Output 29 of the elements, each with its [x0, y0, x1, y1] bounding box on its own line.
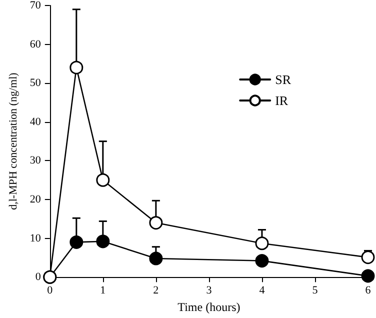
- y-tick-label: 40: [30, 116, 42, 128]
- x-tick-label: 5: [312, 284, 318, 297]
- y-tick-label: 60: [30, 38, 42, 50]
- x-tick-label: 1: [100, 284, 106, 297]
- legend-label: IR: [275, 93, 288, 108]
- x-tick-label: 3: [206, 284, 212, 297]
- point: [70, 235, 84, 249]
- x-tick-label: 6: [365, 284, 372, 297]
- legend-label: SR: [275, 72, 292, 87]
- point: [361, 250, 375, 264]
- x-tick-label: 0: [47, 284, 54, 297]
- y-axis-title: d,l-MPH concentration (ng/ml): [8, 72, 20, 210]
- point: [361, 269, 375, 283]
- point: [96, 234, 110, 248]
- y-tick-label: 70: [30, 0, 42, 12]
- point: [255, 254, 269, 268]
- point: [255, 236, 269, 250]
- y-tick-label: 0: [35, 271, 42, 284]
- x-tick-label: 4: [259, 284, 266, 297]
- y-tick-label: 50: [30, 77, 42, 90]
- x-axis-title: Time (hours): [178, 300, 240, 314]
- point: [96, 173, 110, 187]
- point: [149, 252, 163, 266]
- point: [149, 216, 163, 230]
- y-tick-label: 30: [30, 154, 42, 167]
- x-tick-label: 2: [153, 284, 159, 297]
- point: [70, 60, 84, 74]
- y-tick-label: 10: [30, 232, 42, 244]
- y-tick-label: 20: [30, 194, 42, 206]
